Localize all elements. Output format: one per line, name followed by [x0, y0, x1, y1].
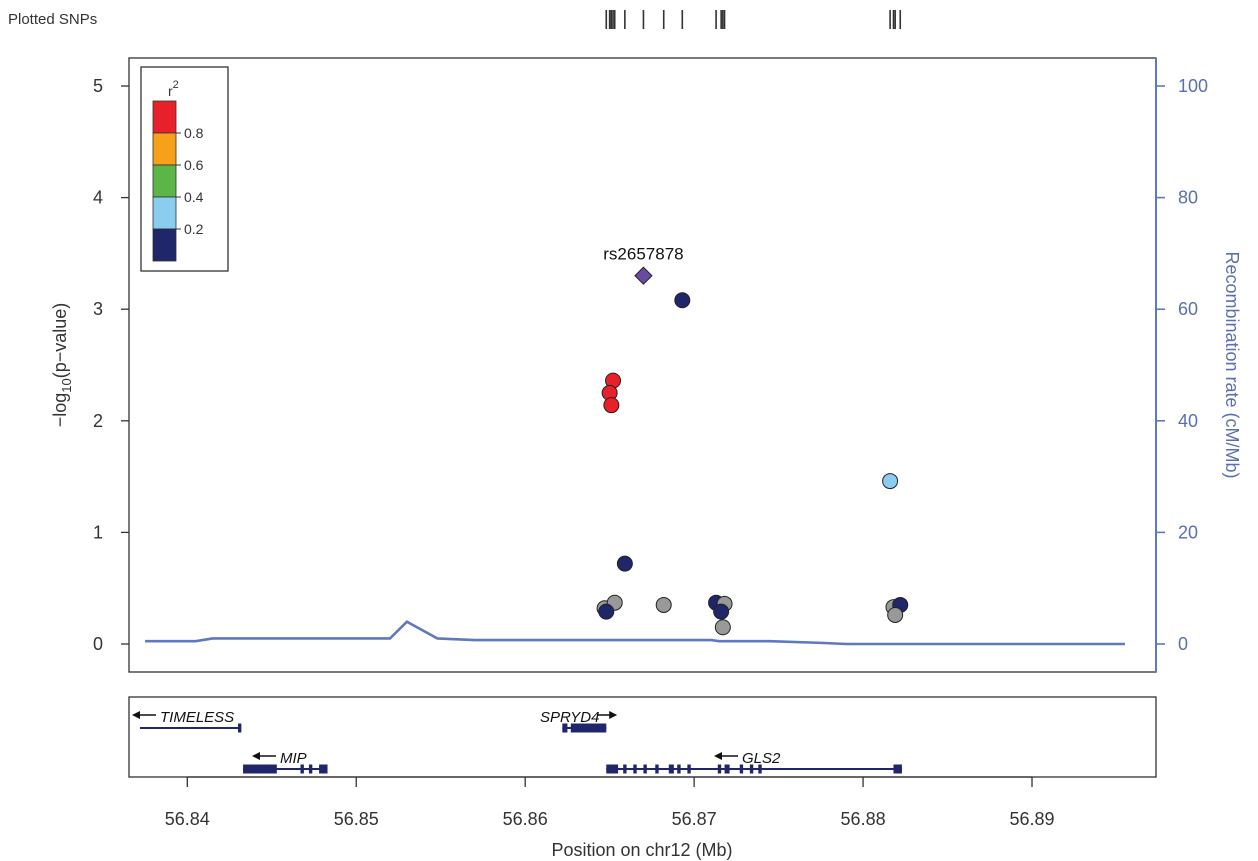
y-tick-label: 0 — [93, 634, 103, 654]
y-tick-label: 2 — [93, 411, 103, 431]
gene-direction-arrowhead — [714, 752, 722, 760]
x-tick-label: 56.88 — [841, 809, 886, 829]
y-axis-title-rest: (p−value) — [50, 303, 70, 379]
x-tick-label: 56.89 — [1009, 809, 1054, 829]
y-tick-label: 5 — [93, 76, 103, 96]
snp-point — [714, 619, 731, 636]
y-axis: 0 1 2 3 4 5 — [93, 76, 129, 654]
y-tick-label: 1 — [93, 522, 103, 542]
y2-tick-label: 60 — [1178, 299, 1198, 319]
gene-exon — [319, 764, 328, 774]
gene-exon — [717, 764, 722, 774]
gene-exon — [749, 764, 754, 774]
y2-tick-label: 80 — [1178, 188, 1198, 208]
gene-track: TIMELESS SPRYD4 MIP GLS2 — [132, 709, 902, 774]
y2-tick-label: 100 — [1178, 76, 1208, 96]
y-axis-title-main: log — [50, 393, 70, 417]
recombination-line — [145, 620, 1125, 646]
x-tick-label: 56.86 — [503, 809, 548, 829]
x-axis-title: Position on chr12 (Mb) — [551, 840, 732, 860]
y-axis-title: −log10(p−value) — [50, 303, 74, 428]
recombination-rate-series — [145, 620, 1125, 646]
gene-label: MIP — [280, 750, 307, 767]
snp-point — [713, 603, 730, 620]
snp-point — [882, 473, 899, 490]
gene-exon — [655, 764, 659, 774]
gene-label: SPRYD4 — [540, 709, 599, 726]
y-axis-title-sub: 10 — [59, 378, 74, 392]
gene-exon — [739, 764, 744, 774]
y2-axis-title: Recombination rate (cM/Mb) — [1222, 251, 1242, 478]
gene-exon — [300, 764, 304, 774]
gene-exon — [687, 764, 691, 774]
y-axis-title-prefix: − — [50, 417, 70, 428]
gene-exon — [243, 764, 277, 774]
main-plot-area — [128, 57, 1157, 673]
gene-exon — [562, 723, 568, 733]
index-snp-label: rs2657878 — [603, 245, 683, 264]
x-tick-label: 56.87 — [672, 809, 717, 829]
x-axis: 56.84 56.85 56.86 56.87 56.88 56.89 — [165, 776, 1055, 829]
x-tick-label: 56.85 — [334, 809, 379, 829]
snp-point — [603, 397, 620, 414]
y2-tick-label: 20 — [1178, 522, 1198, 542]
gene-exon — [758, 764, 762, 774]
x-tick-label: 56.84 — [165, 809, 210, 829]
y2-axis: 0 20 40 60 80 100 — [1156, 76, 1208, 654]
legend-title: r2 — [168, 79, 179, 99]
gene-label: GLS2 — [742, 750, 781, 767]
plotted-snps-label: Plotted SNPs — [8, 11, 97, 28]
legend-color-box — [152, 164, 177, 198]
r2-legend: r2 0.8 0.6 0.4 0.2 — [140, 66, 229, 272]
y2-tick-label: 0 — [1178, 634, 1188, 654]
gene-exon — [308, 764, 313, 774]
y-tick-label: 3 — [93, 299, 103, 319]
gene-exon — [677, 764, 681, 774]
gene-exon — [643, 764, 647, 774]
legend-color-box — [152, 100, 177, 134]
snp-points — [596, 266, 909, 636]
gene-direction-arrowhead — [609, 711, 618, 719]
y-tick-label: 4 — [93, 188, 103, 208]
gene-exon — [724, 764, 730, 774]
gene-exon — [633, 764, 637, 774]
index-snp-point — [634, 266, 653, 285]
legend-color-box — [152, 196, 177, 230]
legend-color-box — [152, 228, 177, 262]
gene-exon — [570, 723, 607, 733]
gene-direction-arrowhead — [132, 711, 140, 719]
legend-title-sup: 2 — [173, 79, 179, 91]
legend-break-label: 0.8 — [184, 125, 204, 141]
gene-exon — [623, 764, 627, 774]
legend-color-box — [152, 132, 177, 166]
gene-label: TIMELESS — [160, 709, 234, 726]
legend-break-label: 0.2 — [184, 221, 204, 237]
gene-exon — [668, 764, 674, 774]
snp-point — [674, 292, 691, 309]
snp-point — [655, 596, 672, 613]
legend-break-label: 0.6 — [184, 157, 204, 173]
gene-exon — [606, 764, 619, 774]
snp-point — [616, 555, 633, 572]
snp-point — [887, 606, 904, 623]
legend-break-label: 0.4 — [184, 189, 204, 205]
y2-tick-label: 40 — [1178, 411, 1198, 431]
snp-point — [598, 603, 615, 620]
legend-title-main: r — [168, 83, 173, 99]
gene-exon — [237, 723, 242, 733]
main-plot-frame — [128, 57, 1157, 673]
plotted-snps-ticks — [605, 10, 902, 29]
gene-direction-arrowhead — [252, 752, 260, 760]
gene-exon — [893, 764, 902, 774]
